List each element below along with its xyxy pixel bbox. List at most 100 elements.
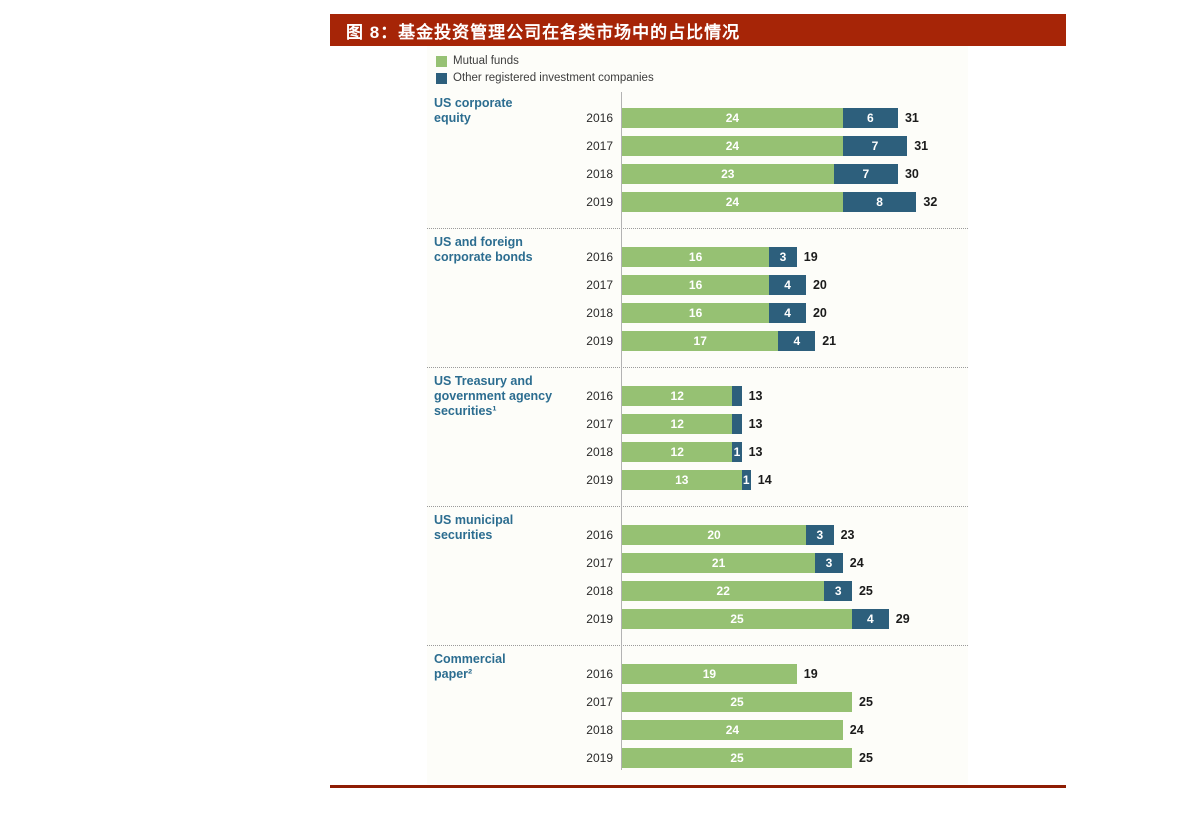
bar-stack: 21 3 bbox=[622, 553, 843, 573]
bar-stack: 25 4 bbox=[622, 609, 889, 629]
total-value: 25 bbox=[858, 584, 873, 598]
mutual-funds-segment: 16 bbox=[622, 303, 770, 323]
segment-value: 12 bbox=[670, 445, 684, 459]
total-value: 31 bbox=[904, 111, 919, 125]
section-rows: 2016 20 3 23 2017 21 3 24 2018 22 3 25 2019 25 4 29 bbox=[557, 513, 968, 637]
bar-row: 2017 21 3 24 bbox=[557, 553, 968, 573]
total-value: 24 bbox=[849, 723, 864, 737]
segment-value: 24 bbox=[725, 195, 740, 209]
segment-value: 4 bbox=[867, 612, 874, 626]
segment-value: 23 bbox=[721, 167, 735, 181]
segment-value: 4 bbox=[784, 278, 791, 292]
other-companies-swatch-icon bbox=[436, 73, 447, 85]
segment-value: 8 bbox=[876, 195, 883, 209]
mutual-funds-segment: 17 bbox=[622, 331, 779, 351]
bar-stack: 17 4 bbox=[622, 331, 816, 351]
segment-value: 25 bbox=[730, 751, 744, 765]
total-value: 21 bbox=[822, 334, 837, 348]
bar-row: 2019 25 25 bbox=[557, 748, 968, 768]
section-rows: 2016 12 13 2017 12 13 2018 12 1 13 2019 13 1 14 bbox=[557, 374, 968, 498]
year-label: 2016 bbox=[586, 528, 613, 542]
other-companies-segment: 7 bbox=[833, 164, 898, 184]
chart-legend: Mutual funds Other registered investment… bbox=[427, 46, 968, 86]
legend-label: Mutual funds bbox=[453, 55, 519, 67]
legend-label: Other registered investment companies bbox=[453, 71, 654, 84]
other-companies-segment: 8 bbox=[842, 192, 917, 212]
other-companies-segment: 4 bbox=[769, 303, 806, 323]
bar-stack: 24 7 bbox=[622, 136, 908, 156]
year-label: 2016 bbox=[586, 250, 613, 264]
mutual-funds-segment: 25 bbox=[622, 609, 852, 629]
segment-value: 7 bbox=[862, 167, 870, 181]
segment-value: 3 bbox=[834, 584, 842, 598]
mutual-funds-segment: 12 bbox=[622, 386, 733, 406]
mutual-funds-segment: 16 bbox=[622, 247, 770, 267]
segment-value: 3 bbox=[816, 528, 824, 542]
other-companies-segment bbox=[732, 414, 742, 434]
section-rows: 2016 16 3 19 2017 16 4 20 2018 16 4 20 2019 17 4 21 bbox=[557, 235, 968, 359]
bar-row: 2018 16 4 20 bbox=[557, 303, 968, 323]
total-value: 13 bbox=[748, 417, 763, 431]
figure-bottom-rule bbox=[330, 785, 1066, 788]
year-label: 2018 bbox=[586, 306, 613, 320]
segment-value: 3 bbox=[779, 250, 787, 264]
mutual-funds-segment: 13 bbox=[622, 470, 742, 490]
year-label: 2019 bbox=[586, 473, 613, 487]
total-value: 25 bbox=[859, 751, 873, 765]
segment-value: 1 bbox=[733, 445, 741, 459]
bar-row: 2016 12 13 bbox=[557, 386, 968, 406]
bar-row: 2018 12 1 13 bbox=[557, 442, 968, 462]
other-companies-segment: 4 bbox=[769, 275, 806, 295]
bar-stack: 25 bbox=[622, 748, 852, 768]
bar-row: 2018 22 3 25 bbox=[557, 581, 968, 601]
segment-value: 3 bbox=[825, 556, 833, 570]
other-companies-segment: 4 bbox=[778, 331, 816, 351]
total-value: 13 bbox=[748, 445, 763, 459]
mutual-funds-segment: 23 bbox=[622, 164, 834, 184]
bar-row: 2017 25 25 bbox=[557, 692, 968, 712]
segment-value: 13 bbox=[675, 473, 689, 487]
mutual-funds-segment: 25 bbox=[622, 748, 852, 768]
total-value: 14 bbox=[757, 473, 772, 487]
segment-value: 17 bbox=[693, 334, 707, 348]
segment-value: 6 bbox=[867, 111, 874, 125]
chart-section: US municipal securities 2016 20 3 23 2017 21 3 2… bbox=[427, 506, 968, 645]
category-label: US Treasury and government agency securi… bbox=[434, 374, 553, 418]
other-companies-segment: 3 bbox=[824, 581, 852, 601]
category-label: US municipal securities bbox=[434, 513, 514, 542]
bar-stack: 24 8 bbox=[622, 192, 917, 212]
segment-value: 24 bbox=[725, 111, 740, 125]
segment-value: 24 bbox=[725, 723, 740, 737]
bar-row: 2018 24 24 bbox=[557, 720, 968, 740]
total-value: 23 bbox=[840, 528, 855, 542]
other-companies-segment: 6 bbox=[842, 108, 898, 128]
year-label: 2018 bbox=[586, 445, 613, 459]
mutual-funds-segment: 20 bbox=[622, 525, 806, 545]
year-label: 2018 bbox=[586, 584, 613, 598]
total-value: 30 bbox=[904, 167, 919, 181]
chart-section: US and foreign corporate bonds 2016 16 3 19 2… bbox=[427, 228, 968, 367]
year-label: 2019 bbox=[586, 751, 613, 765]
bar-row: 2016 20 3 23 bbox=[557, 525, 968, 545]
bar-stack: 16 4 bbox=[622, 303, 806, 323]
mutual-funds-segment: 12 bbox=[622, 414, 733, 434]
segment-value: 16 bbox=[688, 306, 703, 320]
segment-value: 19 bbox=[702, 667, 717, 681]
figure-title: 图 8：基金投资管理公司在各类市场中的占比情况 bbox=[346, 22, 741, 42]
year-label: 2016 bbox=[586, 389, 613, 403]
total-value: 32 bbox=[923, 195, 938, 209]
other-companies-segment: 3 bbox=[769, 247, 797, 267]
bar-stack: 12 bbox=[622, 414, 742, 434]
category-label: US corporate equity bbox=[434, 96, 513, 125]
year-label: 2017 bbox=[586, 556, 613, 570]
bar-stack: 16 3 bbox=[622, 247, 797, 267]
chart-section: US Treasury and government agency securi… bbox=[427, 367, 968, 506]
segment-value: 4 bbox=[784, 306, 791, 320]
year-label: 2017 bbox=[586, 139, 613, 153]
segment-value: 16 bbox=[688, 278, 703, 292]
total-value: 20 bbox=[812, 278, 827, 292]
total-value: 31 bbox=[914, 139, 929, 153]
figure-title-bar: 图 8：基金投资管理公司在各类市场中的占比情况 bbox=[330, 14, 1066, 46]
mutual-funds-segment: 12 bbox=[622, 442, 733, 462]
